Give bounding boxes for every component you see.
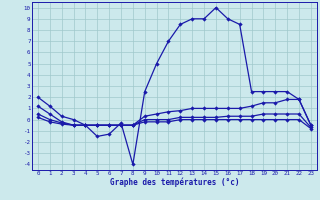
X-axis label: Graphe des températures (°c): Graphe des températures (°c) bbox=[110, 178, 239, 187]
